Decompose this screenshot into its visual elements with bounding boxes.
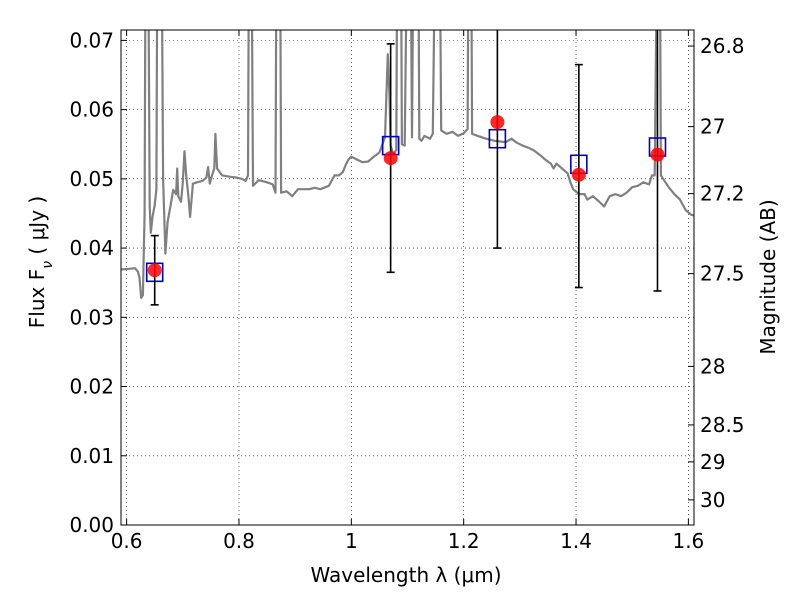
right-tick-label: 26.8 xyxy=(700,34,745,58)
y-axis-label-unit: ( μJy ) xyxy=(25,196,49,261)
x-tick-label: 1.6 xyxy=(672,529,704,553)
right-tick-label: 27 xyxy=(700,115,725,139)
grid-lines xyxy=(121,30,694,526)
x-tick-label: 0.6 xyxy=(111,529,143,553)
right-tick-label: 28 xyxy=(700,354,725,378)
model-spectrum-line xyxy=(121,30,694,299)
right-tick-label: 27.5 xyxy=(700,262,745,286)
observed-data-point xyxy=(571,167,586,182)
y-tick-label: 0.03 xyxy=(69,305,114,329)
axes: 0.6 0.8 1 1.2 1.4 1.6 0.00 0.01 0.02 0.03 0.04 0.05… xyxy=(69,28,744,553)
x-tick-label: 0.8 xyxy=(223,529,255,553)
y-tick-label: 0.00 xyxy=(69,513,114,537)
right-tick-label: 30 xyxy=(700,488,725,512)
model-photometry-marker xyxy=(488,128,507,149)
x-tick-label: 1.2 xyxy=(448,529,480,553)
y-axis-label-subscript: ν xyxy=(40,261,56,269)
right-tick-label: 29 xyxy=(700,450,725,474)
y-tick-label: 0.06 xyxy=(69,98,114,122)
y-tick-label: 0.05 xyxy=(69,167,114,191)
right-tick-label: 28.5 xyxy=(700,413,745,437)
right-axis-label: Magnitude (AB) xyxy=(756,199,780,354)
y-tick-label: 0.07 xyxy=(69,28,114,52)
plot-area xyxy=(121,30,694,306)
observed-data-point xyxy=(650,147,665,162)
observed-data-point xyxy=(383,151,398,166)
y-tick-label: 0.01 xyxy=(69,444,114,468)
x-axis-label: Wavelength λ (μm) xyxy=(310,563,501,587)
observed-data-point xyxy=(490,115,505,130)
right-tick-label: 27.2 xyxy=(700,182,745,206)
y-axis-label-main: Flux F xyxy=(25,269,49,328)
x-tick-label: 1 xyxy=(345,529,358,553)
x-tick-label: 1.4 xyxy=(560,529,592,553)
y-axis-label: Flux Fν ( μJy ) xyxy=(25,196,56,328)
y-tick-label: 0.04 xyxy=(69,236,114,260)
y-tick-label: 0.02 xyxy=(69,375,114,399)
plot-frame xyxy=(120,29,695,526)
observed-data-point xyxy=(147,263,162,278)
